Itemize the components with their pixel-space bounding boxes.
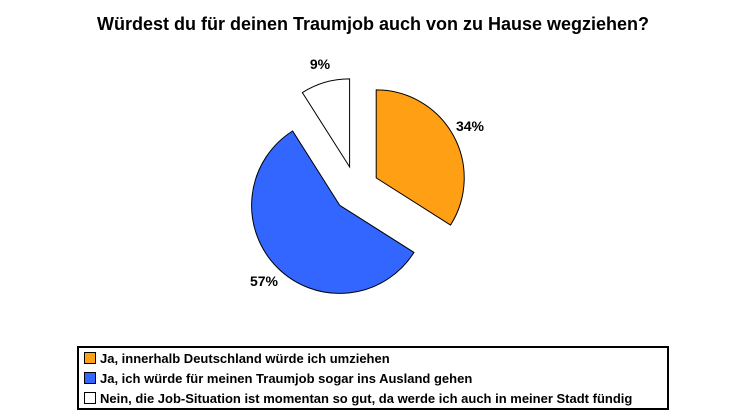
legend-item-ausland: Ja, ich würde für meinen Traumjob sogar …	[84, 368, 667, 388]
legend-label: Ja, ich würde für meinen Traumjob sogar …	[100, 370, 473, 386]
legend-label: Nein, die Job-Situation ist momentan so …	[100, 390, 633, 406]
pie-label-9-percent: 9%	[309, 56, 331, 72]
pie-slice-1	[251, 130, 415, 294]
chart-title: Würdest du für deinen Traumjob auch von …	[96, 14, 650, 34]
pie-label-34-percent: 34%	[455, 118, 485, 134]
pie-slice-0	[375, 89, 465, 226]
legend-item-deutschland: Ja, innerhalb Deutschland würde ich umzi…	[84, 348, 667, 368]
legend-label: Ja, innerhalb Deutschland würde ich umzi…	[100, 350, 390, 366]
legend-swatch-orange	[84, 352, 96, 364]
legend-item-nein: Nein, die Job-Situation ist momentan so …	[84, 388, 667, 408]
pie-label-57-percent: 57%	[249, 273, 279, 289]
legend-swatch-blue	[84, 372, 96, 384]
legend-swatch-white	[84, 392, 96, 404]
legend: Ja, innerhalb Deutschland würde ich umzi…	[77, 346, 669, 410]
pie-slice-2	[301, 78, 351, 169]
